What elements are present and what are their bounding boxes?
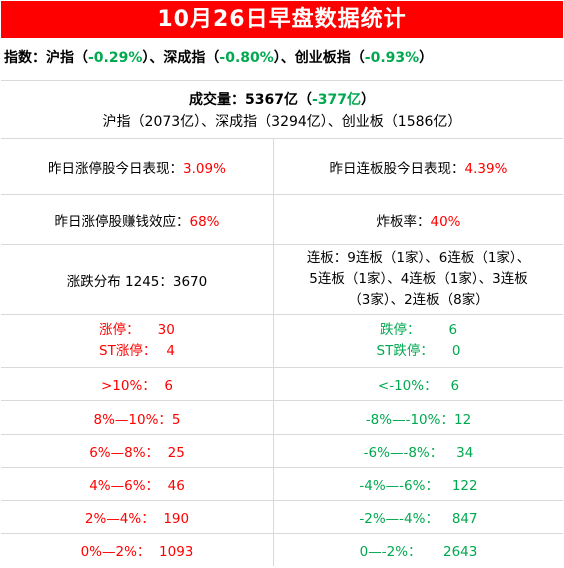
zt-label: 涨停： [99,322,140,338]
index-sep-1: ）、深成指（ [142,50,220,66]
range-up-cell: 0%—2%： 1093 [1,534,274,566]
volume-row: 成交量：5367亿（-377亿） 沪指（2073亿）、深成指（3294亿）、创业… [1,81,563,139]
range-row: 4%—6%： 46 -4%—-6%： 122 [1,468,563,501]
range-row: 6%—8%： 25 -6%—-8%： 34 [1,435,563,468]
range-row: 8%—10%：5 -8%—-10%：12 [1,401,563,435]
range-down-value: 6 [450,378,460,394]
range-up-label: 6%—8%： [89,445,160,461]
volume-close: ） [361,91,375,108]
range-up-label: 2%—4%： [84,511,155,527]
volume-change: -377亿 [311,91,361,108]
st-zt-value: 4 [166,343,175,359]
range-down-value: 122 [451,478,478,494]
range-down-value: 847 [451,511,478,527]
range-down-value: 12 [453,411,472,428]
range-up-value: 190 [163,511,190,527]
range-down-label: 0—-2%： [359,544,422,560]
index-line: 指数：沪指（-0.29%）、深成指（-0.80%）、创业板指（-0.93%） [1,38,563,79]
range-up-value: 1093 [159,544,194,560]
sh-index-change: -0.29% [88,50,143,66]
range-down-cell: -2%—-4%： 847 [274,501,563,533]
zt-money-cell: 昨日涨停股赚钱效应：68% [1,195,274,244]
range-down-value: 34 [456,445,474,461]
range-up-cell: >10%： 6 [1,368,274,400]
zt-money-value: 68% [189,213,220,230]
range-down-cell: 0—-2%： 2643 [274,534,563,566]
range-up-cell: 2%—4%： 190 [1,501,274,533]
lianban-line: （3家）、2连板（8家） [348,292,489,308]
stats-row-3: 涨跌分布 1245：3670 连板：9连板（1家）、6连板（1家）、 5连板（1… [1,245,563,315]
lb-today-value: 4.39% [464,160,508,177]
range-down-value: 2643 [443,544,478,560]
limit-up-cell: 涨停： 30 ST涨停： 4 [1,315,274,367]
volume-total: 成交量：5367亿（-377亿） [189,89,375,109]
st-dt-value: 0 [451,343,461,359]
range-up-label: 0%—2%： [80,544,151,560]
range-up-cell: 6%—8%： 25 [1,435,274,467]
st-zt-label: ST涨停： [99,343,157,359]
zt-today-value: 3.09% [183,160,226,177]
range-up-value: 6 [164,378,173,394]
zb-label: 炸板率： [376,213,431,230]
lb-today-label: 昨日连板股今日表现： [329,160,465,177]
range-down-label: -6%—-8%： [363,445,444,461]
index-suffix: ） [419,50,434,66]
range-up-label: 4%—6%： [89,478,160,494]
range-row: 2%—4%： 190 -2%—-4%： 847 [1,501,563,534]
range-row: 0%—2%： 1093 0—-2%： 2643 [1,534,563,566]
zt-today-label: 昨日涨停股今日表现： [48,160,184,177]
range-down-label: -2%—-4%： [359,511,439,527]
index-prefix: 指数：沪指（ [4,50,88,66]
table-title: 10月26日早盘数据统计 [1,1,563,38]
range-up-cell: 8%—10%：5 [1,401,274,434]
lianban-cell: 连板：9连板（1家）、6连板（1家）、 5连板（1家）、4连板（1家）、3连板 … [274,245,563,314]
zb-value: 40% [430,213,461,230]
range-up-value: 5 [171,411,181,428]
zt-money-label: 昨日涨停股赚钱效应： [54,213,190,230]
stats-row-2: 昨日涨停股赚钱效应：68% 炸板率：40% [1,195,563,245]
range-up-value: 46 [167,478,185,494]
lb-today-cell: 昨日连板股今日表现：4.39% [274,139,563,194]
lianban-line: 连板：9连板（1家）、6连板（1家）、 [306,250,531,266]
range-down-cell: -8%—-10%：12 [274,401,563,434]
index-sep-2: ）、创业板指（ [273,50,365,66]
dt-label: 跌停： [379,322,421,338]
dt-value: 6 [448,322,458,338]
zb-cell: 炸板率：40% [274,195,563,244]
range-row: >10%： 6 <-10%： 6 [1,368,563,401]
distribution-text: 涨跌分布 1245：3670 [66,273,208,290]
index-row: 指数：沪指（-0.29%）、深成指（-0.80%）、创业板指（-0.93%） [1,38,563,81]
range-down-label: -8%—-10%： [365,411,454,428]
lianban-line: 5连板（1家）、4连板（1家）、3连板 [309,271,528,287]
volume-breakdown: 沪指（2073亿）、深成指（3294亿）、创业板（1586亿） [102,113,462,130]
sz-index-change: -0.80% [219,50,274,66]
range-up-label: >10%： [100,378,156,394]
limit-down-cell: 跌停： 6 ST跌停： 0 [274,315,563,367]
cyb-index-change: -0.93% [364,50,420,66]
zt-today-cell: 昨日涨停股今日表现：3.09% [1,139,274,194]
range-down-cell: -6%—-8%： 34 [274,435,563,467]
range-down-cell: <-10%： 6 [274,368,563,400]
limits-row: 涨停： 30 ST涨停： 4 跌停： 6 ST跌停： 0 [1,315,563,368]
zt-value: 30 [157,322,175,338]
volume-label: 成交量：5367亿（ [188,91,312,108]
range-down-label: -4%—-6%： [359,478,439,494]
range-up-value: 25 [167,445,185,461]
range-up-label: 8%—10%： [93,411,172,428]
distribution-cell: 涨跌分布 1245：3670 [1,245,274,314]
range-up-cell: 4%—6%： 46 [1,468,274,500]
stats-row-1: 昨日涨停股今日表现：3.09% 昨日连板股今日表现：4.39% [1,139,563,195]
range-down-cell: -4%—-6%： 122 [274,468,563,500]
st-dt-label: ST跌停： [376,343,434,359]
range-down-label: <-10%： [377,378,438,394]
